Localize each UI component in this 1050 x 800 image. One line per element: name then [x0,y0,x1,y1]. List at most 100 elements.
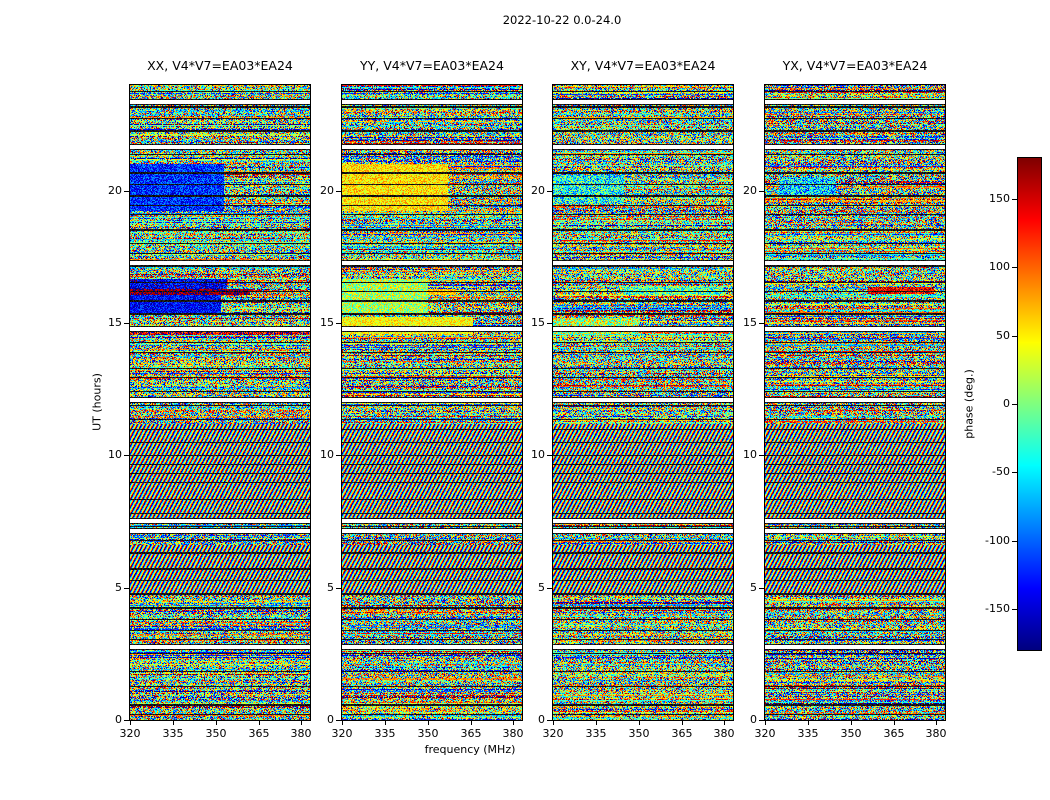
y-tick-label: 15 [531,316,545,329]
y-tick-label: 10 [531,448,545,461]
x-tick-mark [301,721,302,725]
y-tick-mark [547,323,552,324]
y-tick-mark [124,588,129,589]
x-tick-label: 380 [502,727,524,740]
x-tick-label: 335 [797,727,819,740]
y-tick-label: 0 [115,713,122,726]
y-tick-mark [124,323,129,324]
x-tick-label: 335 [374,727,396,740]
x-tick-mark [639,721,640,725]
panel-title-xx: XX, V4*V7=EA03*EA24 [147,58,293,73]
x-tick-mark [936,721,937,725]
heatmap-canvas-yx [765,85,945,720]
x-tick-mark [216,721,217,725]
x-tick-mark [808,721,809,725]
y-tick-mark [336,191,341,192]
y-tick-label: 15 [320,316,334,329]
colorbar-tick-mark [1012,199,1017,200]
x-tick-mark [682,721,683,725]
y-tick-mark [759,588,764,589]
colorbar-tick-label: -150 [985,602,1010,615]
x-tick-label: 365 [671,727,693,740]
x-tick-mark [851,721,852,725]
y-tick-label: 20 [531,184,545,197]
y-tick-label: 10 [320,448,334,461]
y-tick-label: 5 [327,581,334,594]
colorbar-tick-mark [1012,336,1017,337]
x-tick-label: 320 [331,727,353,740]
x-tick-mark [130,721,131,725]
y-tick-mark [336,588,341,589]
y-tick-mark [336,455,341,456]
x-axis-label: frequency (MHz) [424,743,516,756]
x-tick-mark [385,721,386,725]
colorbar-tick-label: 0 [1003,397,1010,410]
y-tick-mark [336,323,341,324]
panel-title-yx: YX, V4*V7=EA03*EA24 [782,58,928,73]
panel-title-xy: XY, V4*V7=EA03*EA24 [570,58,716,73]
heatmap-canvas-xy [553,85,733,720]
x-tick-label: 320 [119,727,141,740]
x-tick-mark [724,721,725,725]
colorbar-tick-label: 100 [989,260,1010,273]
y-tick-label: 0 [750,713,757,726]
colorbar-tick-mark [1012,472,1017,473]
colorbar-tick-label: 50 [996,329,1010,342]
y-tick-mark [124,720,129,721]
x-tick-mark [259,721,260,725]
x-tick-label: 335 [585,727,607,740]
y-tick-mark [759,191,764,192]
colorbar-tick-mark [1012,541,1017,542]
y-tick-mark [336,720,341,721]
x-tick-mark [553,721,554,725]
x-tick-label: 350 [417,727,439,740]
x-tick-label: 380 [925,727,947,740]
x-tick-mark [428,721,429,725]
y-tick-mark [547,720,552,721]
x-tick-mark [513,721,514,725]
x-tick-mark [765,721,766,725]
y-tick-mark [547,455,552,456]
panel-title-yy: YY, V4*V7=EA03*EA24 [360,58,504,73]
y-tick-mark [759,720,764,721]
x-tick-label: 365 [460,727,482,740]
colorbar-tick-mark [1012,267,1017,268]
y-tick-label: 15 [108,316,122,329]
colorbar-tick-mark [1012,404,1017,405]
y-tick-label: 15 [743,316,757,329]
y-tick-mark [124,455,129,456]
x-tick-mark [173,721,174,725]
x-tick-label: 320 [754,727,776,740]
y-tick-label: 5 [750,581,757,594]
x-tick-label: 365 [248,727,270,740]
x-tick-mark [596,721,597,725]
heatmap-canvas-xx [130,85,310,720]
colorbar-tick-label: -50 [992,465,1010,478]
y-tick-label: 10 [108,448,122,461]
x-tick-label: 365 [883,727,905,740]
y-tick-mark [124,191,129,192]
x-tick-label: 380 [713,727,735,740]
y-tick-mark [759,455,764,456]
colorbar-canvas [1018,158,1041,650]
x-tick-label: 350 [205,727,227,740]
y-tick-label: 5 [115,581,122,594]
y-tick-mark [547,588,552,589]
colorbar-tick-mark [1012,609,1017,610]
colorbar-label: phase (deg.) [962,369,976,439]
y-tick-label: 0 [327,713,334,726]
colorbar-tick-label: -100 [985,534,1010,547]
x-tick-mark [471,721,472,725]
y-tick-label: 0 [538,713,545,726]
figure-title: 2022-10-22 0.0-24.0 [502,13,622,27]
x-tick-label: 335 [162,727,184,740]
x-tick-label: 350 [628,727,650,740]
x-tick-label: 320 [542,727,564,740]
colorbar-tick-label: 150 [989,192,1010,205]
y-tick-label: 5 [538,581,545,594]
y-axis-label: UT (hours) [90,373,104,431]
x-tick-label: 350 [840,727,862,740]
x-tick-label: 380 [290,727,312,740]
x-tick-mark [342,721,343,725]
